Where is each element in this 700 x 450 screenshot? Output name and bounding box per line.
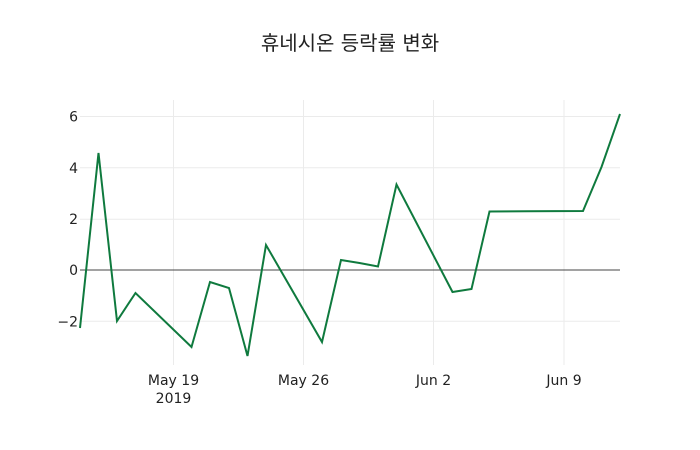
gridlines bbox=[80, 100, 620, 365]
y-tick-neg2: −2 bbox=[57, 314, 78, 330]
x-tick-jun9: Jun 9 bbox=[545, 373, 581, 389]
chart-title: 휴네시온 등락률 변화 bbox=[260, 31, 440, 55]
y-tick-0: 0 bbox=[69, 263, 78, 279]
y-axis-labels: 6 4 2 0 −2 bbox=[57, 110, 78, 331]
y-tick-2: 2 bbox=[69, 212, 78, 228]
x-tick-may19: May 19 bbox=[148, 373, 199, 389]
x-tick-jun2: Jun 2 bbox=[415, 373, 451, 389]
x-tick-may26: May 26 bbox=[278, 373, 329, 389]
y-tick-4: 4 bbox=[69, 161, 78, 177]
series-line bbox=[79, 113, 621, 357]
x-tick-year: 2019 bbox=[156, 391, 192, 407]
y-tick-6: 6 bbox=[69, 110, 78, 126]
x-axis-labels: May 19 2019 May 26 Jun 2 Jun 9 bbox=[148, 373, 582, 407]
